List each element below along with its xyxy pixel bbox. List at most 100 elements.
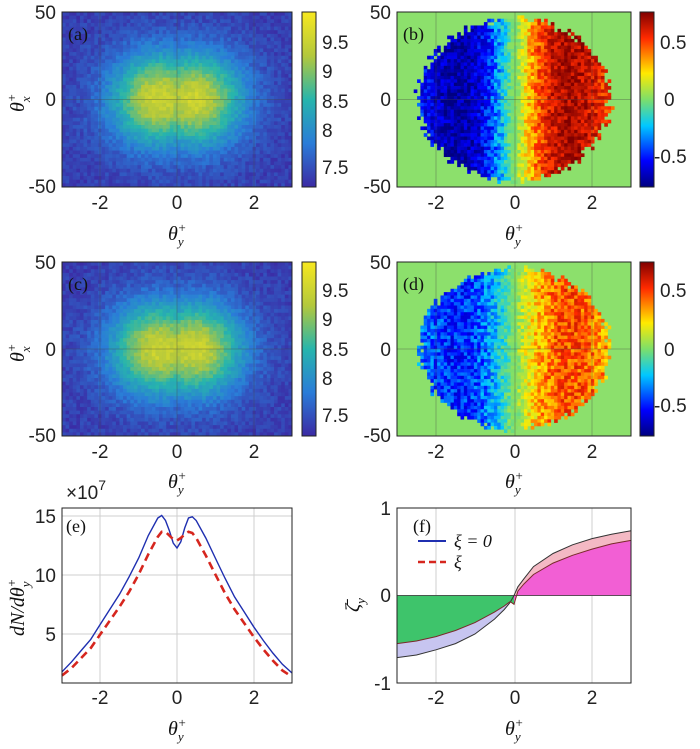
heatmap-cell bbox=[65, 103, 70, 108]
heatmap-cell bbox=[507, 153, 511, 158]
heatmap-cell bbox=[162, 59, 167, 64]
heatmap-cell bbox=[180, 99, 185, 104]
heatmap-cell bbox=[530, 109, 535, 114]
heatmap-cell bbox=[520, 52, 525, 57]
heatmap-cell bbox=[550, 96, 555, 100]
heatmap-cell bbox=[166, 121, 171, 126]
heatmap-cell bbox=[440, 79, 445, 83]
heatmap-cell bbox=[180, 77, 185, 82]
heatmap-cell bbox=[234, 179, 239, 184]
heatmap-cell bbox=[205, 73, 210, 78]
heatmap-cell bbox=[162, 55, 167, 60]
heatmap-cell bbox=[162, 128, 167, 133]
heatmap-cell bbox=[141, 110, 145, 115]
heatmap-cell bbox=[177, 19, 181, 24]
heatmap-cell bbox=[437, 109, 441, 114]
heatmap-cell bbox=[180, 37, 185, 42]
heatmap-cell bbox=[281, 12, 286, 16]
heatmap-cell bbox=[517, 89, 521, 94]
heatmap-cell bbox=[76, 103, 81, 108]
heatmap-cell bbox=[266, 12, 271, 16]
heatmap-cell bbox=[137, 179, 142, 184]
heatmap-cell bbox=[230, 92, 235, 97]
heatmap-cell bbox=[162, 103, 167, 108]
heatmap-cell bbox=[420, 82, 425, 87]
heatmap-cell bbox=[487, 99, 491, 104]
heatmap-cell bbox=[500, 129, 505, 134]
heatmap-cell bbox=[191, 179, 196, 184]
heatmap-cell bbox=[97, 12, 102, 16]
heatmap-cell bbox=[284, 33, 289, 38]
heatmap-cell bbox=[212, 70, 217, 75]
heatmap-cell bbox=[90, 135, 95, 140]
heatmap-cell bbox=[256, 150, 260, 155]
heatmap-cell bbox=[266, 165, 271, 170]
heatmap-cell bbox=[238, 157, 242, 162]
heatmap-cell bbox=[557, 112, 562, 117]
heatmap-cell bbox=[177, 30, 181, 35]
heatmap-cell bbox=[288, 55, 292, 60]
heatmap-cell bbox=[500, 102, 505, 107]
heatmap-cell bbox=[467, 149, 471, 154]
heatmap-cell bbox=[453, 112, 458, 117]
heatmap-cell bbox=[437, 62, 441, 67]
heatmap-cell bbox=[169, 165, 174, 170]
heatmap-cell bbox=[281, 84, 286, 89]
heatmap-cell bbox=[547, 116, 552, 120]
heatmap-cell bbox=[101, 81, 106, 86]
heatmap-cell bbox=[72, 66, 77, 71]
heatmap-cell bbox=[101, 63, 106, 67]
heatmap-cell bbox=[550, 82, 555, 87]
heatmap-cell bbox=[148, 77, 153, 82]
heatmap-cell bbox=[256, 55, 260, 60]
heatmap-cell bbox=[191, 37, 196, 42]
heatmap-cell bbox=[79, 135, 84, 140]
heatmap-cell bbox=[223, 33, 228, 38]
heatmap-cell bbox=[69, 154, 74, 159]
heatmap-cell bbox=[227, 77, 232, 82]
heatmap-cell bbox=[245, 12, 250, 16]
heatmap-cell bbox=[119, 30, 124, 35]
heatmap-cell bbox=[126, 114, 131, 119]
heatmap-cell bbox=[263, 81, 268, 86]
heatmap-cell bbox=[277, 161, 282, 166]
heatmap-cell bbox=[94, 179, 99, 184]
heatmap-cell bbox=[570, 86, 575, 90]
heatmap-cell bbox=[470, 59, 475, 63]
heatmap-cell bbox=[97, 176, 102, 181]
heatmap-cell bbox=[524, 49, 528, 53]
heatmap-cell bbox=[447, 160, 451, 164]
heatmap-cell bbox=[115, 26, 120, 31]
heatmap-cell bbox=[238, 12, 242, 16]
heatmap-cell bbox=[76, 125, 81, 129]
heatmap-cell bbox=[557, 153, 562, 158]
heatmap-cell bbox=[560, 136, 565, 141]
heatmap-cell bbox=[564, 99, 568, 104]
heatmap-cell bbox=[65, 77, 70, 82]
heatmap-cell bbox=[198, 84, 203, 89]
heatmap-cell bbox=[517, 166, 521, 171]
heatmap-cell bbox=[198, 30, 203, 35]
heatmap-cell bbox=[510, 42, 515, 46]
heatmap-cell bbox=[288, 48, 292, 53]
heatmap-cell bbox=[123, 157, 127, 162]
heatmap-cell bbox=[248, 154, 253, 159]
heatmap-cell bbox=[112, 92, 117, 97]
heatmap-cell bbox=[94, 139, 99, 144]
heatmap-cell bbox=[288, 146, 292, 151]
heatmap-cell bbox=[101, 33, 106, 38]
heatmap-cell bbox=[473, 136, 478, 141]
heatmap-cell bbox=[557, 42, 562, 46]
heatmap-cell bbox=[62, 125, 66, 129]
heatmap-cell bbox=[202, 66, 207, 71]
heatmap-cell bbox=[62, 77, 66, 82]
heatmap-cell bbox=[76, 59, 81, 64]
heatmap-cell bbox=[490, 146, 495, 151]
heatmap-cell bbox=[212, 52, 217, 57]
heatmap-cell bbox=[133, 41, 138, 46]
heatmap-cell bbox=[162, 33, 167, 38]
heatmap-cell bbox=[97, 143, 102, 148]
heatmap-cell bbox=[230, 103, 235, 108]
heatmap-cell bbox=[520, 82, 525, 87]
heatmap-cell bbox=[248, 81, 253, 86]
